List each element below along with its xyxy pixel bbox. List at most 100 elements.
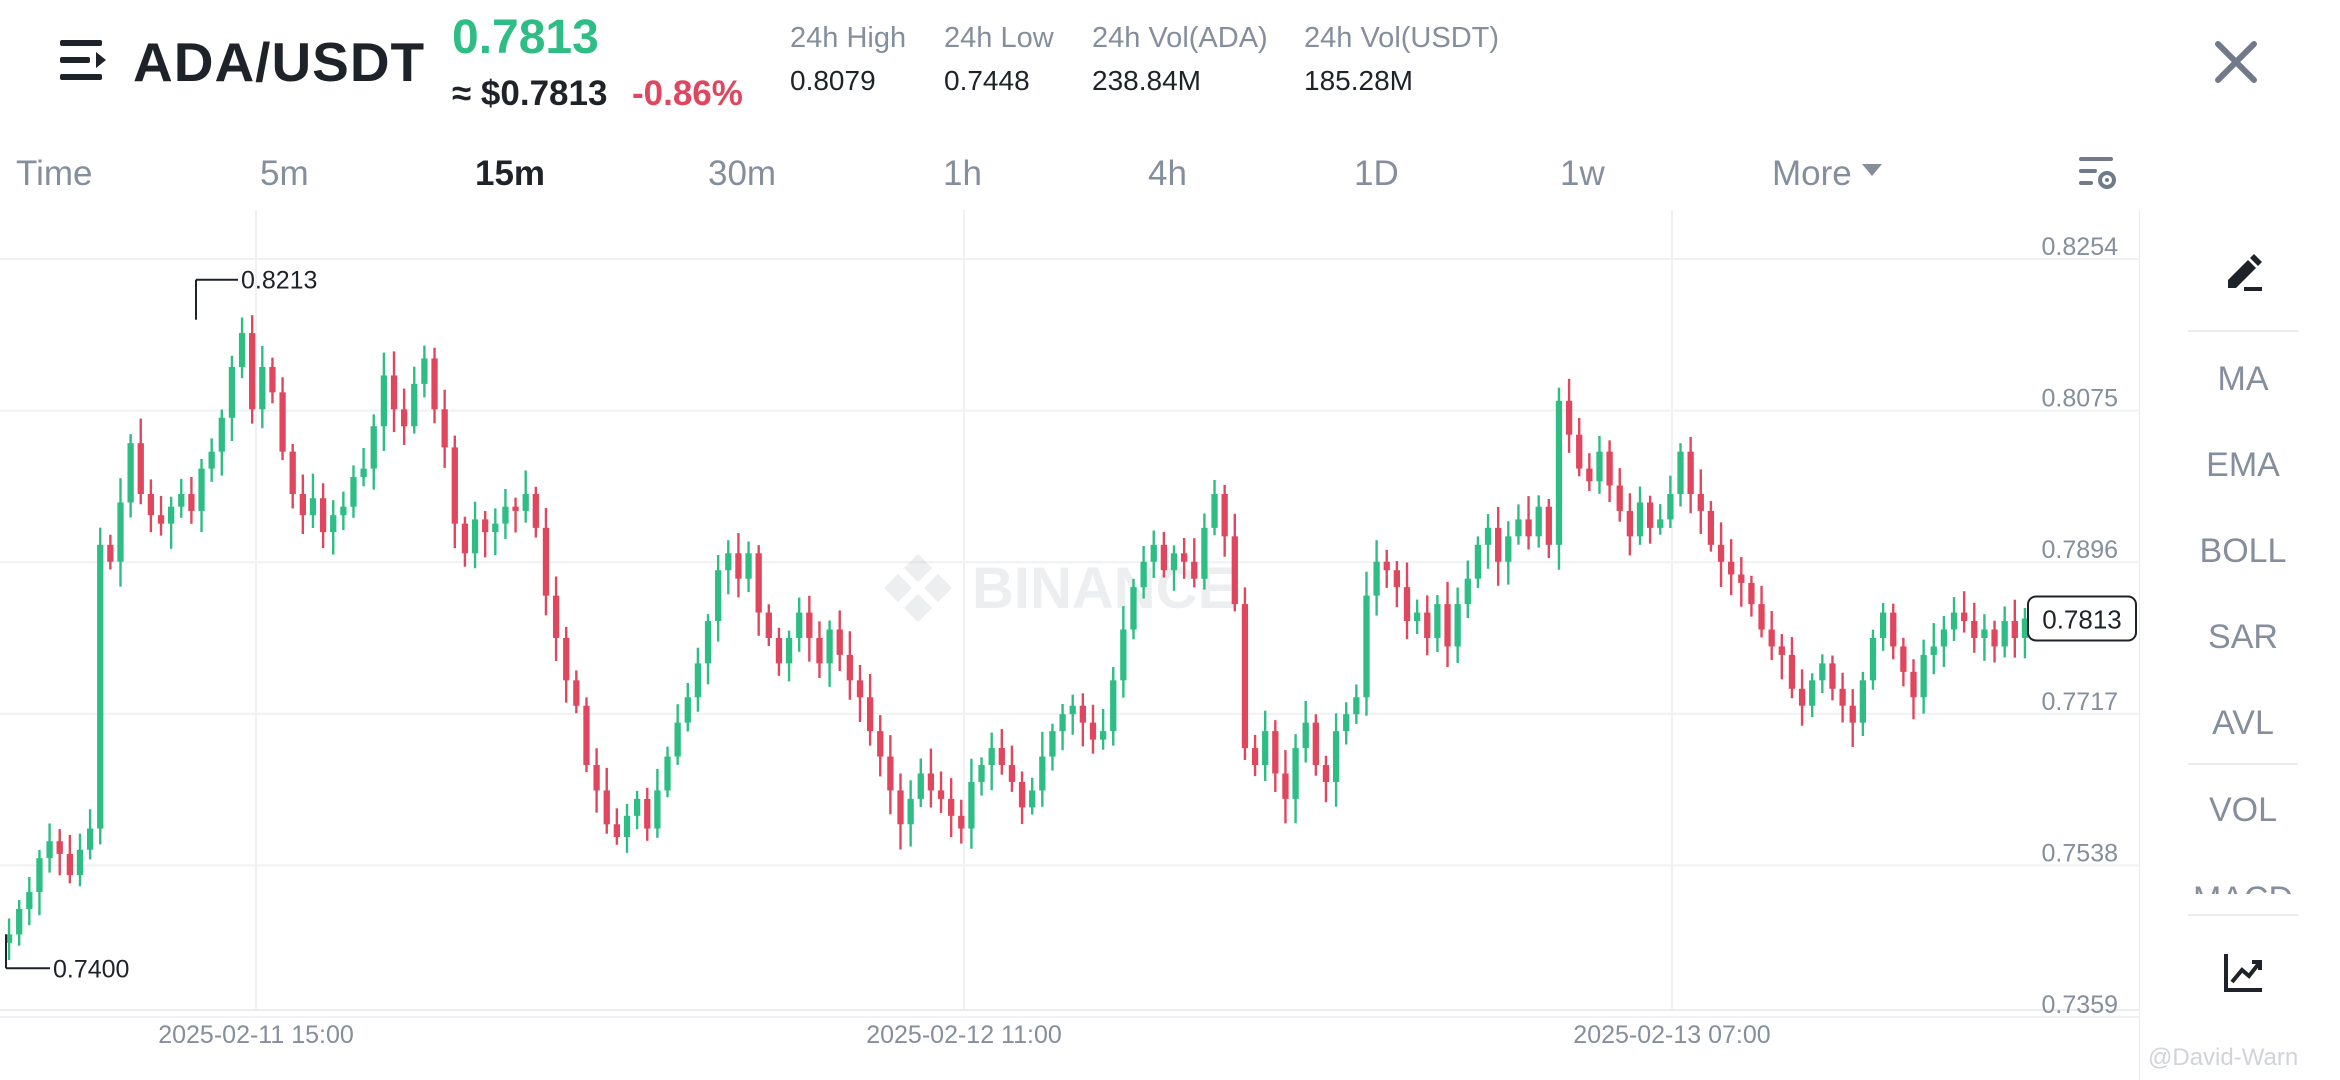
candle-body [1961,612,1968,622]
candle-body [350,477,357,507]
indicator-ema[interactable]: EMA [2206,446,2280,484]
candle-body [1170,553,1178,571]
candle-body [917,773,924,799]
candle [978,757,985,796]
indicator-avl[interactable]: AVL [2212,704,2274,742]
candle-body [249,333,256,410]
candle-body [998,748,1005,766]
candle-body [1181,553,1188,562]
indicator-vol[interactable]: VOL [2208,791,2278,829]
candle-body [1353,697,1360,715]
tab-30m[interactable]: 30m [708,154,777,193]
usd-price: ≈ $0.7813 [452,74,608,113]
candle-body [1788,654,1796,689]
indicator-macd-clipped[interactable]: MACD [2188,880,2298,894]
candle [826,620,833,687]
candle-body [785,637,793,664]
candle-body [1343,714,1350,732]
candle-body [1950,612,1958,630]
candle-body [765,612,772,638]
candle-body [1981,629,1988,638]
tab-5m[interactable]: 5m [260,154,309,193]
candle-body [1687,451,1694,494]
candle [1687,436,1694,514]
candle [1191,538,1198,588]
candle [796,597,803,652]
candle [1130,578,1137,640]
candle-body [1150,544,1157,562]
candle-body [593,765,600,791]
candle [1819,654,1826,694]
indicator-sar[interactable]: SAR [2208,618,2278,656]
draw-pencil-icon[interactable] [2222,250,2266,292]
candle-body [603,790,610,825]
candle [512,497,519,533]
candle-body [725,553,732,571]
candle [431,347,438,424]
candle [1262,710,1269,781]
candle [1302,700,1309,763]
candle [1373,540,1380,616]
candle [948,778,955,838]
chart-type-icon[interactable] [2222,950,2266,994]
candle [1464,560,1471,619]
candle [492,508,499,556]
tab-15m[interactable]: 15m [475,154,546,193]
max-price-label: 0.8213 [241,267,317,295]
chart-svg[interactable]: BINANCE 0.82540.80750.78960.77170.75380.… [0,210,2141,1080]
candle [1667,475,1674,529]
candle-body [2021,618,2029,638]
candle-body [370,426,377,469]
stat-24h-high: 24h High 0.8079 [790,22,906,97]
candle-body [5,934,13,943]
candle [1201,513,1208,590]
candle-body [937,790,945,799]
tab-1h[interactable]: 1h [943,154,982,193]
candle [1454,587,1461,664]
candle [107,534,114,570]
candle-body [279,392,286,452]
candle-body [694,663,702,698]
indicator-boll[interactable]: BOLL [2199,532,2287,570]
market-header: ADA/USDT 0.7813 ≈ $0.7813 -0.86% 24h Hig… [0,0,2340,150]
candle-body [1565,400,1573,435]
candle [1322,755,1330,803]
candle-body [1018,781,1026,808]
candle [66,834,73,884]
candle-body [1576,434,1583,469]
tab-1d[interactable]: 1D [1354,154,1399,193]
candle [1353,684,1360,724]
candle-body [461,523,469,554]
candle-body [552,595,560,638]
candle-body [1920,654,1927,698]
menu-icon[interactable] [58,36,110,84]
indicator-macd[interactable]: MACD [2188,880,2298,894]
candle [704,614,712,685]
tab-1w[interactable]: 1w [1560,154,1605,193]
candle [127,434,134,518]
indicator-ma[interactable]: MA [2217,360,2269,398]
price-tick-label: 0.7717 [2042,688,2118,716]
tab-time[interactable]: Time [16,154,93,193]
candle [1029,777,1036,815]
candle-body [441,409,448,448]
candle-body [1191,561,1198,579]
candle [1535,495,1542,548]
candle-body [542,527,550,596]
candle [644,787,651,841]
candle [613,808,621,845]
candle-body [1110,680,1117,732]
chart-settings-icon[interactable] [2076,152,2118,194]
candle [1474,536,1482,589]
trading-pair[interactable]: ADA/USDT [133,31,426,93]
current-price-tag [2027,595,2137,642]
tab-4h[interactable]: 4h [1148,154,1187,193]
tab-more[interactable]: More [1772,154,1882,194]
candlestick-chart[interactable]: BINANCE 0.8254 0.8075 0.7896 0.7717 0.7538 0.… [0,210,2141,1080]
candle-body [1879,612,1887,638]
candle-body [1859,680,1866,723]
candle [1444,581,1451,668]
candle-body [1890,612,1897,647]
candle-body [826,629,833,664]
close-icon[interactable] [2208,34,2264,90]
